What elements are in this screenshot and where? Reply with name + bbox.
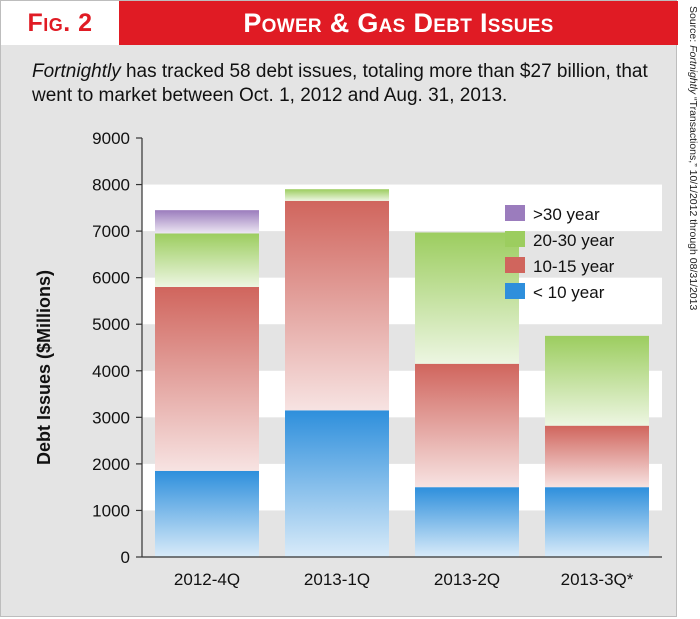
bar-segment bbox=[545, 487, 649, 557]
bar-segment bbox=[155, 233, 259, 287]
bar-segment bbox=[155, 470, 259, 557]
bar-segment bbox=[155, 286, 259, 471]
bar-segment bbox=[155, 210, 259, 234]
legend-swatch bbox=[505, 205, 525, 221]
x-tick-label: 2013-1Q bbox=[304, 570, 370, 589]
bar-segment bbox=[285, 410, 389, 557]
bars-layer bbox=[155, 189, 649, 557]
y-tick-label: 1000 bbox=[92, 501, 130, 520]
bar-segment bbox=[285, 189, 389, 201]
legend: >30 year 20-30 year 10-15 year < 10 year bbox=[505, 205, 615, 302]
subtitle-text: has tracked 58 debt issues, totaling mor… bbox=[32, 61, 648, 106]
bar-segment bbox=[415, 363, 519, 488]
legend-label: 20-30 year bbox=[533, 231, 615, 250]
chart-title: Power & Gas Debt Issues bbox=[243, 7, 554, 38]
y-tick-label: 6000 bbox=[92, 269, 130, 288]
bar-segment bbox=[545, 335, 649, 426]
x-tick-label: 2013-2Q bbox=[434, 570, 500, 589]
legend-label: < 10 year bbox=[533, 283, 605, 302]
subtitle-emphasis: Fortnightly bbox=[32, 61, 121, 82]
y-tick-label: 0 bbox=[121, 548, 130, 567]
bar-segment bbox=[415, 232, 519, 364]
y-tick-label: 2000 bbox=[92, 455, 130, 474]
legend-swatch bbox=[505, 231, 525, 247]
y-tick-label: 5000 bbox=[92, 315, 130, 334]
bar-segment bbox=[415, 487, 519, 557]
figure-number: Fig. 2 bbox=[27, 8, 93, 37]
y-tick-label: 9000 bbox=[92, 129, 130, 148]
chart-subtitle: Fortnightly has tracked 58 debt issues, … bbox=[32, 60, 672, 108]
x-tick-label: 2013-3Q* bbox=[561, 570, 634, 589]
axes-layer: 2012-4Q 2013-1Q 2013-2Q 2013-3Q* 0 1000 2000 30… bbox=[34, 129, 662, 589]
legend-label: >30 year bbox=[533, 205, 600, 224]
y-tick-label: 8000 bbox=[92, 176, 130, 195]
source-note: Source: Fortnightly “Transactions,” 10/1… bbox=[680, 6, 699, 606]
legend-swatch bbox=[505, 283, 525, 299]
y-tick-label: 3000 bbox=[92, 408, 130, 427]
x-tick-label: 2012-4Q bbox=[174, 570, 240, 589]
legend-swatch bbox=[505, 257, 525, 273]
source-text: “Transactions,” 10/1/2012 through 08/31/… bbox=[687, 94, 699, 311]
legend-label: 10-15 year bbox=[533, 257, 615, 276]
bar-segment bbox=[545, 425, 649, 488]
y-axis-label: Debt Issues ($Millions) bbox=[34, 270, 54, 465]
source-prefix: Source: bbox=[687, 6, 699, 46]
bar-segment bbox=[285, 200, 389, 411]
source-emphasis: Fortnightly bbox=[687, 45, 699, 95]
figure-number-box: Fig. 2 bbox=[1, 1, 119, 45]
y-tick-label: 4000 bbox=[92, 362, 130, 381]
y-tick-label: 7000 bbox=[92, 222, 130, 241]
